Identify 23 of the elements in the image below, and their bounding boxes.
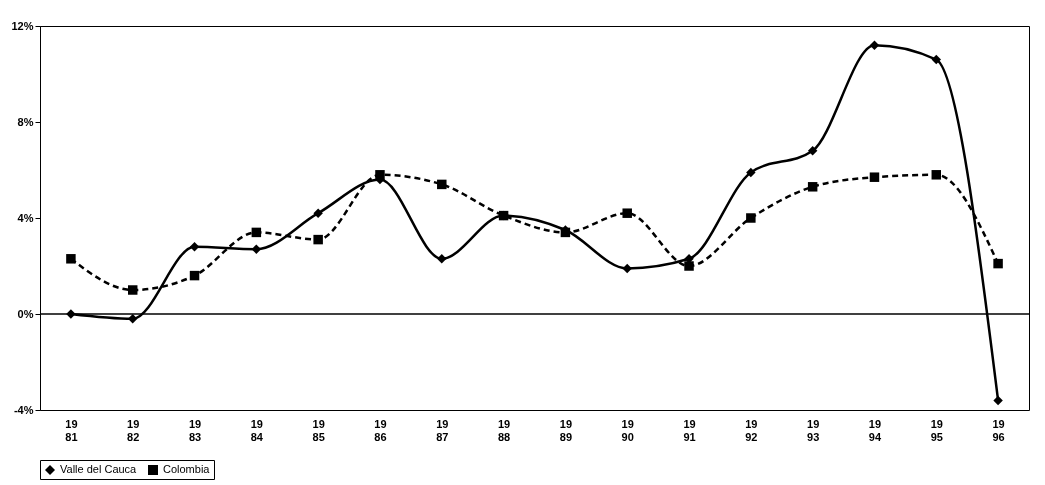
y-tick-label: 12% bbox=[11, 19, 34, 32]
legend-label: Colombia bbox=[163, 463, 211, 475]
x-tick-label: 1996 bbox=[992, 417, 1005, 443]
y-tick-label: 4% bbox=[17, 211, 34, 224]
x-tick-label: 1985 bbox=[312, 417, 325, 443]
y-tick-label: 0% bbox=[17, 307, 34, 320]
x-tick-label: 1983 bbox=[188, 417, 202, 443]
x-tick-label: 1989 bbox=[559, 417, 573, 443]
y-tick-label: -4% bbox=[13, 403, 34, 416]
x-tick-label: 1986 bbox=[374, 417, 387, 443]
x-tick-label: 1990 bbox=[621, 417, 634, 443]
x-tick-label: 1994 bbox=[868, 417, 882, 443]
x-tick-label: 1992 bbox=[745, 417, 758, 443]
x-tick-label: 1982 bbox=[127, 417, 140, 443]
x-tick-label: 1987 bbox=[436, 417, 449, 443]
x-tick-label: 1991 bbox=[683, 417, 696, 443]
x-tick-label: 1984 bbox=[250, 417, 264, 443]
y-tick-label: 8% bbox=[17, 115, 34, 128]
x-tick-label: 1988 bbox=[497, 417, 511, 443]
legend-label: Valle del Cauca bbox=[60, 463, 138, 475]
x-tick-label: 1995 bbox=[930, 417, 943, 443]
x-tick-label: 1981 bbox=[65, 417, 78, 443]
x-tick-label: 1993 bbox=[807, 417, 820, 443]
